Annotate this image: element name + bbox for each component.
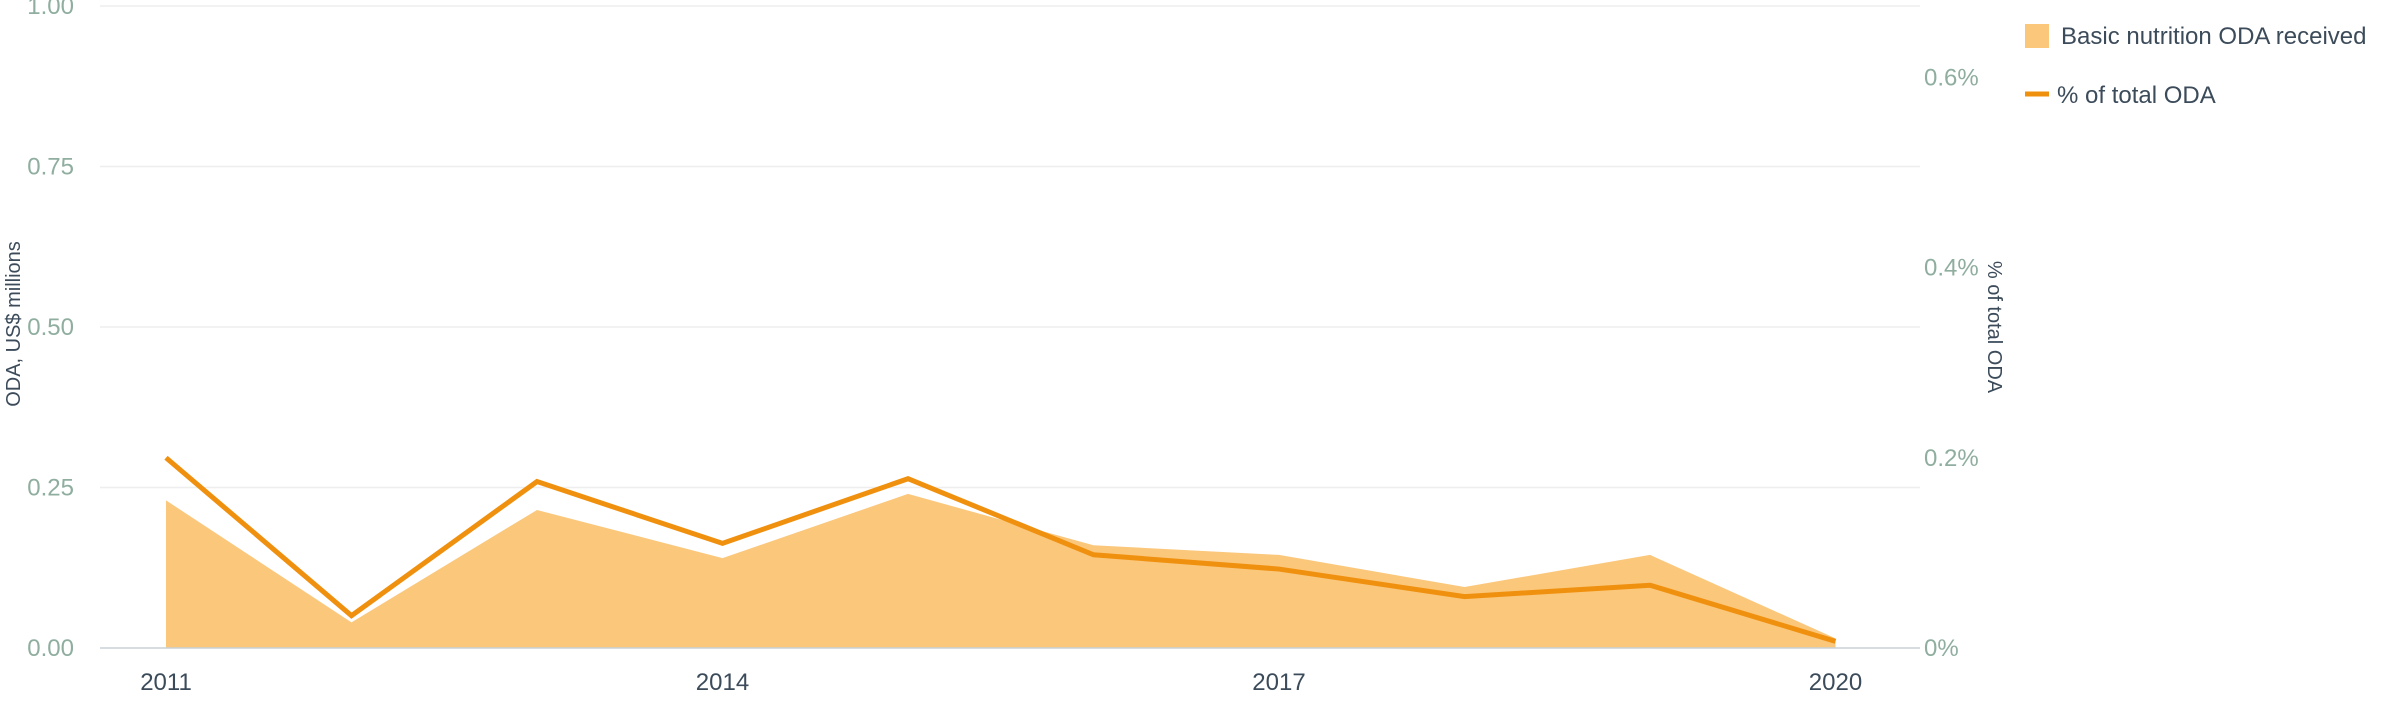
x-tick-label: 2014 xyxy=(696,669,749,696)
area-series xyxy=(166,493,1836,648)
right-tick-label: 0.6% xyxy=(1924,64,1979,91)
right-tick-label: 0% xyxy=(1924,635,1959,662)
right-axis-title: % of total ODA xyxy=(1983,261,2005,394)
legend: Basic nutrition ODA received % of total … xyxy=(2025,23,2366,109)
x-tick-label: 2011 xyxy=(140,669,192,696)
left-tick-label: 0.25 xyxy=(27,475,74,502)
left-tick-label: 0.50 xyxy=(27,314,74,341)
x-axis-ticks: 2011 2014 2017 2020 xyxy=(140,669,1862,696)
legend-line-label: % of total ODA xyxy=(2057,82,2216,109)
right-axis-ticks: 0% 0.2% 0.4% 0.6% xyxy=(1924,64,1979,662)
x-tick-label: 2020 xyxy=(1809,669,1862,696)
line-series xyxy=(164,455,1837,644)
left-axis-ticks: 0.00 0.25 0.50 0.75 1.00 xyxy=(27,0,74,662)
right-tick-label: 0.4% xyxy=(1924,255,1979,282)
grid-lines xyxy=(100,5,1920,489)
line-percent-total-oda xyxy=(164,455,1837,644)
right-tick-label: 0.2% xyxy=(1924,445,1979,472)
left-axis-title: ODA, US$ millions xyxy=(3,241,25,407)
legend-area-swatch xyxy=(2025,24,2049,48)
x-tick-label: 2017 xyxy=(1252,669,1305,696)
left-tick-label: 0.00 xyxy=(27,635,74,662)
left-tick-label: 0.75 xyxy=(27,154,74,181)
area-basic-nutrition-oda xyxy=(166,493,1836,648)
left-tick-label: 1.00 xyxy=(27,0,74,20)
legend-area-label: Basic nutrition ODA received xyxy=(2061,23,2366,50)
